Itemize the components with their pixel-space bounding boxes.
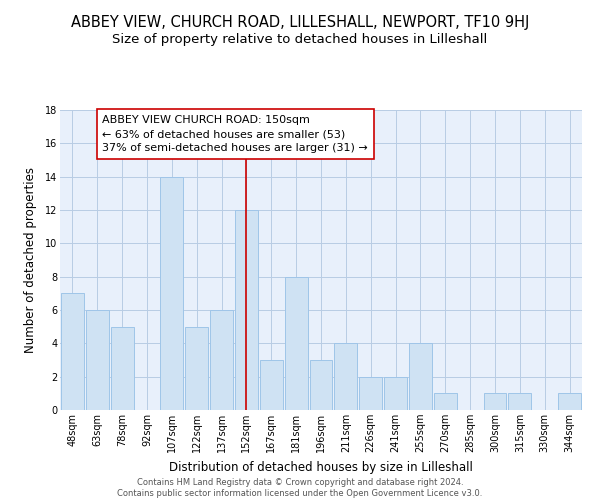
Bar — [285, 276, 308, 410]
Bar — [61, 294, 84, 410]
Bar — [434, 394, 457, 410]
Text: ABBEY VIEW CHURCH ROAD: 150sqm
← 63% of detached houses are smaller (53)
37% of : ABBEY VIEW CHURCH ROAD: 150sqm ← 63% of … — [102, 115, 368, 153]
Bar — [409, 344, 432, 410]
Bar — [359, 376, 382, 410]
Bar — [310, 360, 332, 410]
Bar — [235, 210, 258, 410]
Bar — [160, 176, 183, 410]
Text: ABBEY VIEW, CHURCH ROAD, LILLESHALL, NEWPORT, TF10 9HJ: ABBEY VIEW, CHURCH ROAD, LILLESHALL, NEW… — [71, 15, 529, 30]
Text: Size of property relative to detached houses in Lilleshall: Size of property relative to detached ho… — [112, 32, 488, 46]
Bar — [185, 326, 208, 410]
Bar — [111, 326, 134, 410]
Bar — [558, 394, 581, 410]
Bar — [334, 344, 357, 410]
Y-axis label: Number of detached properties: Number of detached properties — [23, 167, 37, 353]
X-axis label: Distribution of detached houses by size in Lilleshall: Distribution of detached houses by size … — [169, 460, 473, 473]
Bar — [484, 394, 506, 410]
Bar — [384, 376, 407, 410]
Bar — [508, 394, 531, 410]
Text: Contains HM Land Registry data © Crown copyright and database right 2024.
Contai: Contains HM Land Registry data © Crown c… — [118, 478, 482, 498]
Bar — [260, 360, 283, 410]
Bar — [86, 310, 109, 410]
Bar — [210, 310, 233, 410]
